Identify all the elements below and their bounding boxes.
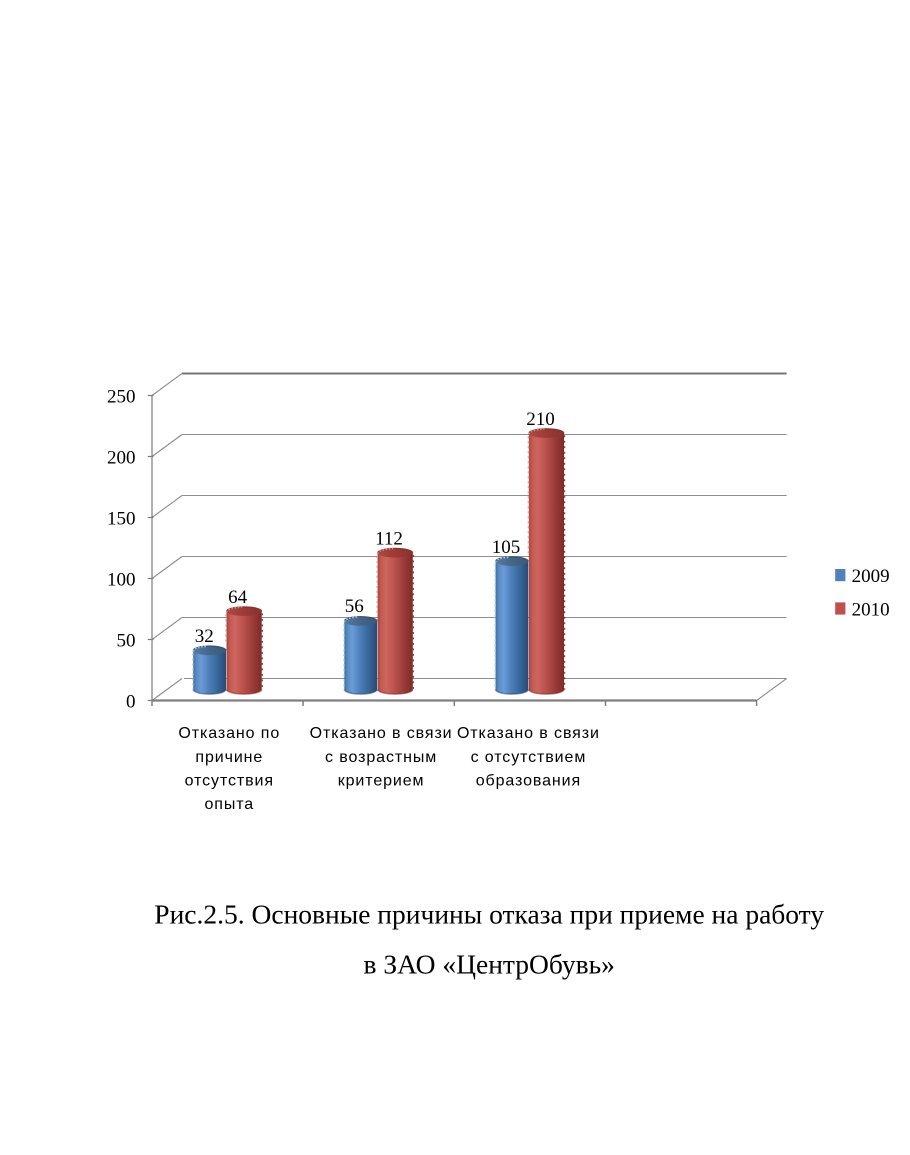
svg-text:образования: образования xyxy=(476,773,581,790)
svg-text:в ЗАО «ЦентрОбувь»: в ЗАО «ЦентрОбувь» xyxy=(364,948,615,979)
svg-text:56: 56 xyxy=(345,596,364,617)
svg-text:32: 32 xyxy=(195,626,214,647)
svg-text:критерием: критерием xyxy=(338,773,425,790)
svg-text:0: 0 xyxy=(126,692,136,713)
svg-text:50: 50 xyxy=(117,631,136,652)
svg-text:2010: 2010 xyxy=(852,600,890,621)
svg-text:210: 210 xyxy=(526,409,555,430)
svg-text:112: 112 xyxy=(375,529,403,550)
svg-text:150: 150 xyxy=(107,509,136,530)
svg-text:Отказано в связи: Отказано в связи xyxy=(457,725,600,742)
svg-text:Отказано в связи: Отказано в связи xyxy=(310,725,453,742)
svg-text:64: 64 xyxy=(228,587,248,608)
svg-text:отсутствия: отсутствия xyxy=(185,773,274,790)
svg-text:250: 250 xyxy=(107,387,136,408)
svg-text:Рис.2.5. Основные причины отка: Рис.2.5. Основные причины отказа при при… xyxy=(154,899,824,930)
svg-text:200: 200 xyxy=(107,448,136,469)
svg-text:опыта: опыта xyxy=(204,796,254,813)
svg-text:Отказано по: Отказано по xyxy=(178,725,280,742)
svg-text:причине: причине xyxy=(195,749,263,766)
svg-text:105: 105 xyxy=(492,537,521,558)
svg-text:с возрастным: с возрастным xyxy=(325,749,437,766)
svg-text:100: 100 xyxy=(107,570,136,591)
svg-text:с отсутствием: с отсутствием xyxy=(471,749,587,766)
svg-text:2009: 2009 xyxy=(852,566,890,587)
